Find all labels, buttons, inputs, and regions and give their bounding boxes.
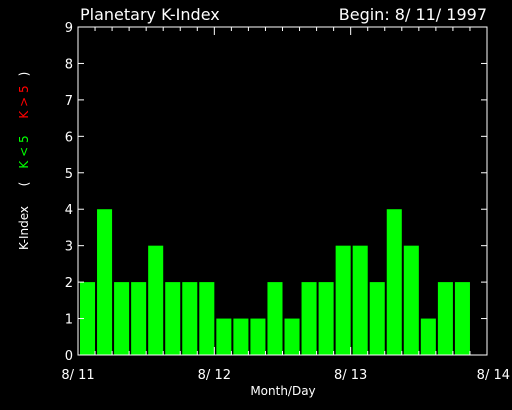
bar-8 <box>216 318 232 355</box>
y-axis-label: K-Index ( K < 5 K > 5 ) <box>17 72 31 250</box>
y-label-red: K > 5 <box>17 85 31 118</box>
bar-16 <box>352 245 368 355</box>
bar-17 <box>369 282 385 355</box>
y-tick-label-5: 5 <box>65 167 73 182</box>
y-label-green: K < 5 <box>17 135 31 168</box>
bar-20 <box>420 318 436 355</box>
bar-4 <box>148 245 164 355</box>
bar-10 <box>250 318 266 355</box>
y-tick-label-8: 8 <box>65 57 73 72</box>
bar-1 <box>97 209 113 355</box>
x-tick-label-1: 8/ 12 <box>198 368 231 383</box>
x-tick-label-2: 8/ 13 <box>334 368 367 383</box>
x-axis-ticks: 8/ 11 8/ 12 8/ 13 8/ 14 <box>61 27 510 383</box>
bar-14 <box>318 282 334 355</box>
bar-series <box>80 209 470 355</box>
y-axis-ticks: 0 1 2 3 4 5 6 7 8 9 <box>65 21 487 364</box>
y-tick-label-6: 6 <box>65 130 73 145</box>
bar-7 <box>199 282 215 355</box>
bar-0 <box>80 282 96 355</box>
bar-19 <box>403 245 419 355</box>
bar-3 <box>131 282 147 355</box>
bar-13 <box>301 282 317 355</box>
y-tick-label-9: 9 <box>65 21 73 36</box>
y-tick-label-2: 2 <box>65 276 73 291</box>
bar-5 <box>165 282 181 355</box>
bar-15 <box>335 245 351 355</box>
y-tick-label-4: 4 <box>65 203 73 218</box>
bar-21 <box>437 282 453 355</box>
y-tick-label-1: 1 <box>65 313 73 328</box>
chart-title: Planetary K-Index <box>80 5 220 24</box>
bar-11 <box>267 282 283 355</box>
x-axis-label: Month/Day <box>250 384 315 398</box>
y-label-close-paren: ) <box>17 72 31 77</box>
plot-frame <box>77 26 488 356</box>
y-label-prefix: K-Index <box>17 206 31 250</box>
y-tick-label-7: 7 <box>65 94 73 109</box>
x-tick-label-3: 8/ 14 <box>477 368 510 383</box>
y-label-open-paren: ( <box>17 182 31 187</box>
chart-subtitle: Begin: 8/ 11/ 1997 <box>339 5 487 24</box>
bar-6 <box>182 282 198 355</box>
bar-9 <box>233 318 249 355</box>
bar-18 <box>386 209 402 355</box>
bar-2 <box>114 282 130 355</box>
bar-22 <box>454 282 470 355</box>
bar-12 <box>284 318 300 355</box>
y-tick-label-0: 0 <box>65 349 73 364</box>
x-tick-label-0: 8/ 11 <box>61 368 94 383</box>
y-tick-label-3: 3 <box>65 240 73 255</box>
